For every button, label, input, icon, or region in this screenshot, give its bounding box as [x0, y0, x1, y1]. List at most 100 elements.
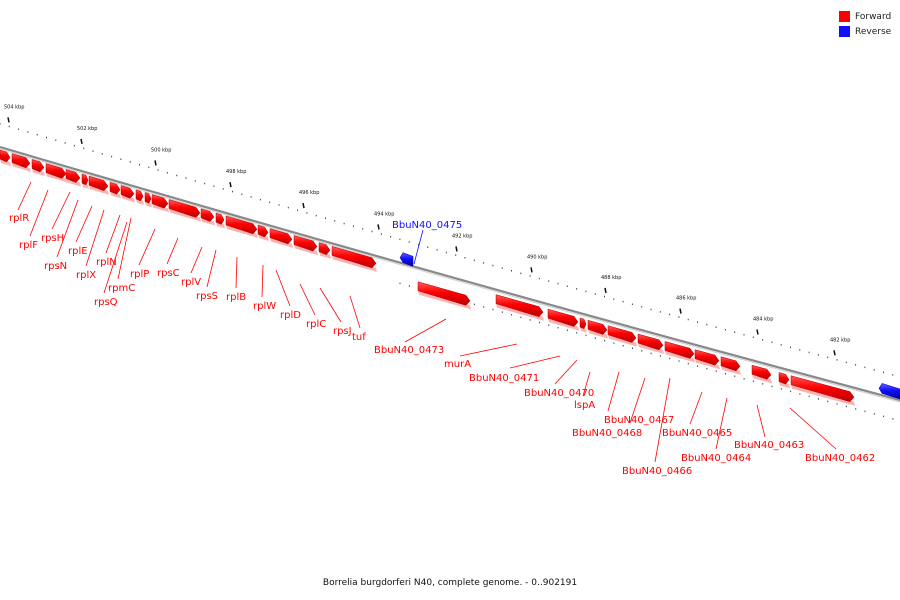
- scale-tick: 502 kbp: [77, 126, 97, 144]
- gene-label-group: rplV: [181, 246, 203, 288]
- gene-label-group: BbuN40_0471: [469, 355, 561, 384]
- leader-line: [509, 355, 561, 369]
- gene-label: rpsS: [196, 291, 218, 302]
- scale-tick: 496 kbp: [299, 190, 319, 209]
- leader-line: [206, 249, 217, 288]
- gene-block: [215, 212, 225, 229]
- gene-label-group: murA: [444, 343, 518, 370]
- leader-line: [261, 264, 264, 298]
- leader-line: [56, 199, 79, 258]
- gene-label-group: rpsS: [196, 249, 218, 302]
- genome-backbone: [0, 145, 900, 402]
- legend-item-reverse: Reverse: [839, 24, 891, 39]
- leader-line: [103, 221, 128, 294]
- leader-line: [582, 371, 591, 397]
- gene-block: [135, 189, 144, 205]
- gene-block: [751, 364, 772, 384]
- genome-caption: Borrelia burgdorferi N40, complete genom…: [322, 578, 578, 588]
- gene-label-group: rplW: [253, 264, 276, 312]
- leader-line: [349, 295, 361, 329]
- gene-label-group: rplP: [130, 228, 156, 280]
- leader-line: [117, 217, 132, 280]
- leader-line: [607, 371, 620, 412]
- tick-label: 504 kbp: [4, 104, 24, 110]
- gene-label: BbuN40_0464: [681, 453, 751, 464]
- gene-label-group: BbuN40_0463: [734, 404, 804, 451]
- backbone-shadow: [0, 148, 900, 403]
- gene-label-group: rplN: [96, 214, 121, 268]
- leader-line: [105, 214, 121, 254]
- gene-label: BbuN40_0463: [734, 440, 804, 451]
- leader-line: [689, 391, 703, 425]
- gene-label: rpmC: [108, 283, 135, 294]
- gene-block: [720, 356, 741, 375]
- gene-label: BbuN40_0468: [572, 428, 642, 439]
- tick-label: 496 kbp: [299, 190, 319, 196]
- gene-block-reverse: [878, 383, 900, 400]
- gene-label: BbuN40_0475: [392, 220, 462, 231]
- gene-block: [587, 319, 608, 339]
- gene-label-group: rplF: [19, 189, 49, 251]
- gene-label-group: rplC: [299, 283, 326, 330]
- gene-block: [607, 325, 637, 347]
- gene-block: [45, 163, 67, 183]
- gene-block: [0, 149, 11, 166]
- gene-block: [495, 294, 544, 321]
- gene-block: [109, 181, 121, 199]
- gene-block: [547, 308, 579, 331]
- gene-label: BbuN40_0465: [662, 428, 732, 439]
- gene-block: [694, 349, 720, 370]
- leader-line: [299, 283, 316, 316]
- gene-block: [65, 169, 81, 187]
- gene-block: [293, 235, 318, 256]
- gene-label: lspA: [574, 400, 595, 411]
- scale-tick: 494 kbp: [374, 211, 394, 230]
- gene-label-group: BbuN40_0467: [604, 371, 674, 426]
- scale-tick: 498 kbp: [226, 169, 246, 188]
- gene-label: rplP: [130, 269, 149, 280]
- gene-label: BbuN40_0467: [604, 415, 674, 426]
- gene-label: rplE: [68, 246, 88, 257]
- gene-label-group: BbuN40_0470: [524, 359, 594, 399]
- leader-line: [554, 359, 578, 385]
- tick-label: 502 kbp: [77, 126, 97, 132]
- scale-tick: 490 kbp: [527, 254, 547, 273]
- leader-line: [715, 397, 728, 450]
- gene-label-group: tuf: [349, 295, 366, 343]
- gene-block: [417, 281, 471, 310]
- gene-label-group: BbuN40_0475: [392, 220, 462, 265]
- legend: Forward Reverse: [839, 9, 891, 39]
- scale-tick: 486 kbp: [676, 296, 696, 314]
- gene-block: [168, 199, 201, 222]
- leader-line: [319, 287, 342, 323]
- tick-label: 482 kbp: [830, 337, 850, 343]
- gene-label: BbuN40_0462: [805, 453, 875, 464]
- legend-item-forward: Forward: [839, 9, 891, 24]
- gene-label-group: BbuN40_0464: [681, 397, 751, 464]
- leader-line: [275, 269, 291, 307]
- gene-block: [11, 153, 31, 172]
- gene-label: BbuN40_0473: [374, 345, 444, 356]
- gene-label: rpsQ: [94, 297, 118, 308]
- gene-label-group: rplD: [275, 269, 301, 321]
- legend-label-reverse: Reverse: [855, 26, 892, 37]
- gene-block: [144, 192, 152, 208]
- gene-label: murA: [444, 359, 471, 370]
- reverse-swatch: [839, 26, 850, 37]
- scale-tick: 488 kbp: [601, 275, 621, 294]
- leader-line: [17, 181, 32, 211]
- gene-label: rpsN: [44, 261, 67, 272]
- tick-label: 484 kbp: [753, 317, 773, 323]
- leader-line: [459, 343, 518, 357]
- gene-label-group: BbuN40_0465: [662, 391, 732, 439]
- scale-tick: 500 kbp: [151, 147, 171, 166]
- gene-block: [120, 185, 135, 203]
- gene-label: rplF: [19, 240, 38, 251]
- leader-line: [85, 209, 105, 267]
- gene-block: [151, 194, 169, 213]
- gene-block: [664, 341, 695, 363]
- leader-line: [789, 407, 837, 450]
- gene-label: rplV: [181, 277, 201, 288]
- gene-block: [637, 333, 664, 354]
